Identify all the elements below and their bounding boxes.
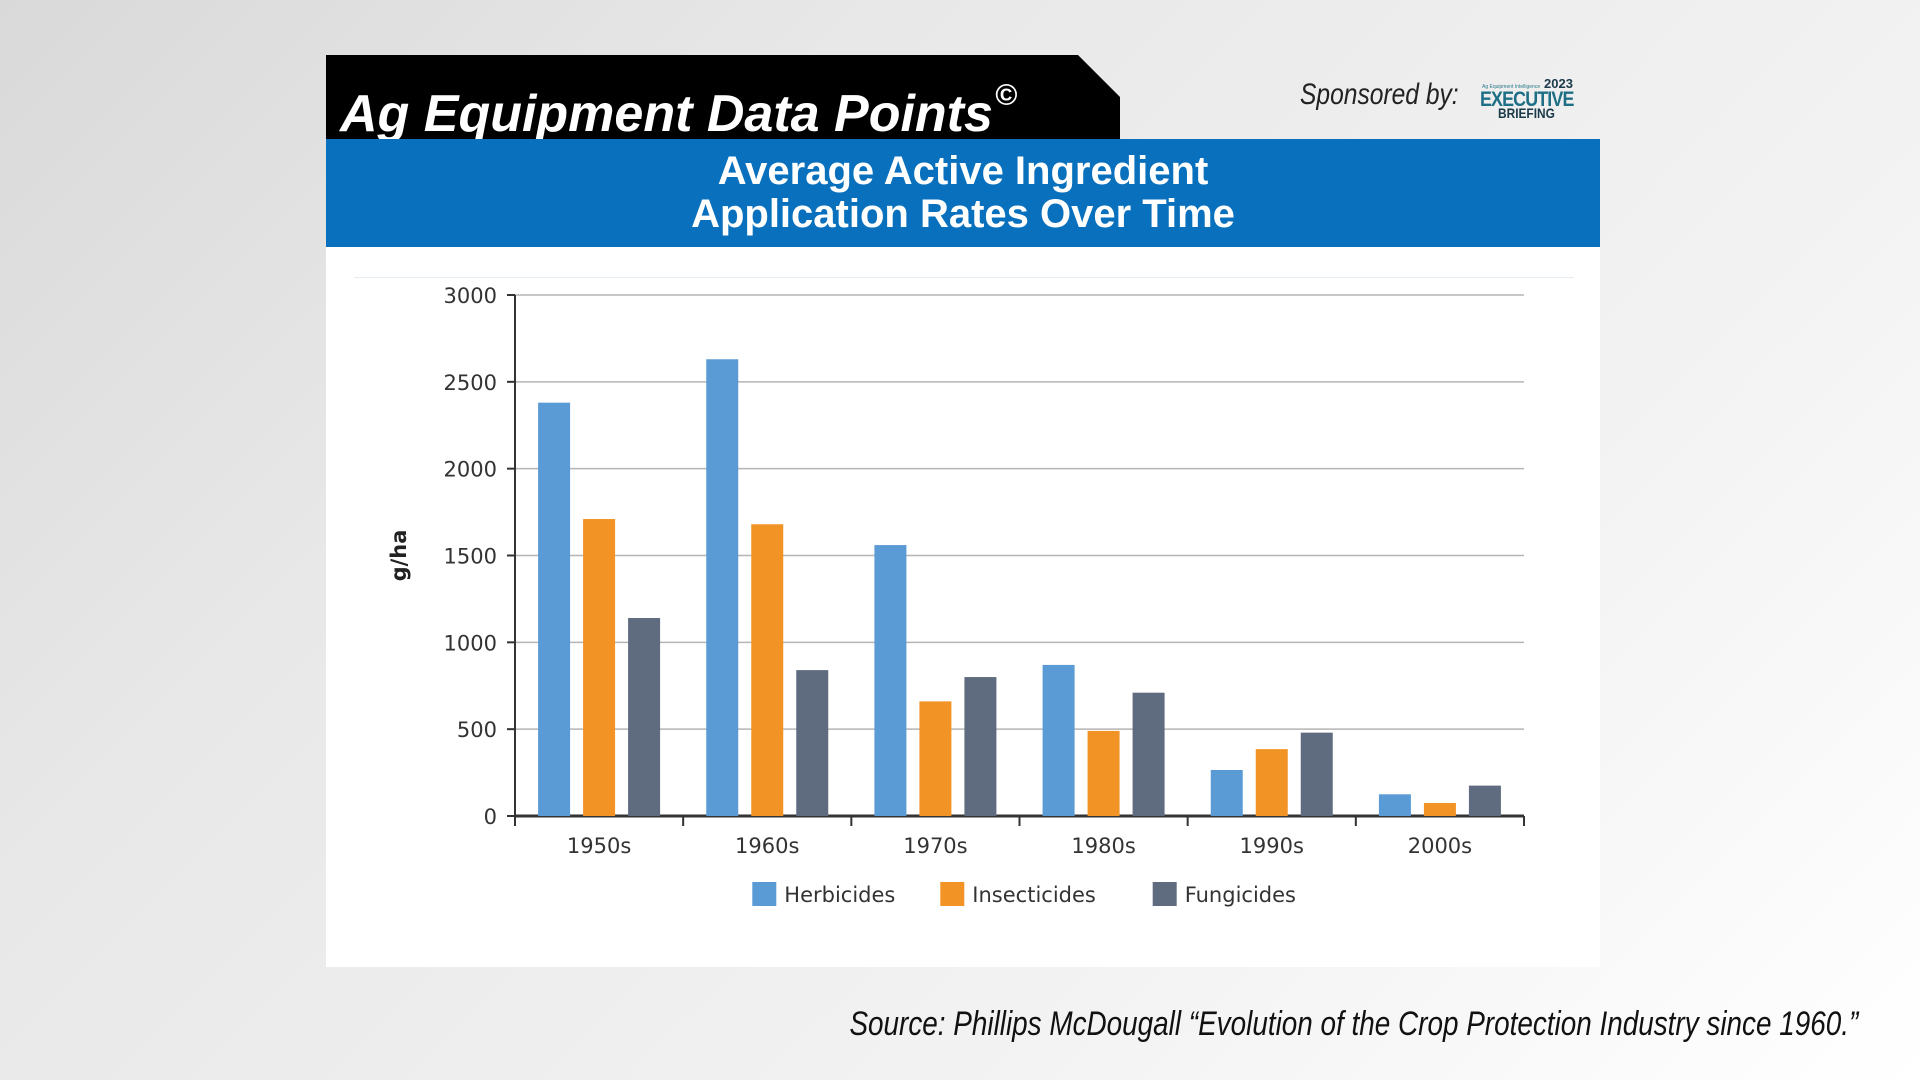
- chart-panel: Average Active Ingredient Application Ra…: [326, 139, 1600, 967]
- bar-herbicides-1990s: [1210, 769, 1243, 816]
- bar-insecticides-1980s: [1087, 730, 1120, 816]
- logo-year: 2023: [1544, 76, 1573, 91]
- logo-sub-text: BRIEFING: [1498, 105, 1555, 121]
- legend-swatch-insecticides: [940, 882, 965, 906]
- x-tick-label: 1960s: [735, 834, 799, 858]
- bar-herbicides-1960s: [706, 359, 739, 816]
- logo-small-text: Ag Equipment Intelligence: [1482, 84, 1541, 90]
- source-citation: Source: Phillips McDougall “Evolution of…: [849, 1005, 1858, 1043]
- bar-fungicides-1950s: [628, 618, 661, 816]
- bar-fungicides-1990s: [1300, 732, 1333, 816]
- x-tick-label: 1990s: [1240, 834, 1304, 858]
- y-tick-label: 1000: [444, 631, 497, 655]
- y-tick-label: 3000: [444, 284, 497, 308]
- bar-fungicides-1980s: [1132, 692, 1165, 816]
- bar-herbicides-1970s: [874, 545, 907, 816]
- header-banner: [326, 55, 1120, 139]
- bar-herbicides-1980s: [1042, 664, 1075, 816]
- chart-title-line-2: Application Rates Over Time: [691, 192, 1235, 236]
- x-tick-label: 1950s: [567, 834, 631, 858]
- y-tick-label: 2500: [444, 371, 497, 395]
- bar-insecticides-1960s: [751, 524, 784, 816]
- legend-label-herbicides: Herbicides: [784, 883, 895, 907]
- x-tick-label: 2000s: [1408, 834, 1472, 858]
- divider: [354, 277, 1574, 278]
- header-title-text: Ag Equipment Data Points: [340, 85, 993, 143]
- legend-label-fungicides: Fungicides: [1185, 883, 1296, 907]
- copyright-mark: ©: [994, 79, 1018, 112]
- bar-fungicides-2000s: [1468, 785, 1501, 816]
- chart-title-line-1: Average Active Ingredient: [717, 149, 1209, 193]
- bar-chart: 0 500 1000 1500 2000 2500 3000 g/ha 1950s 1960s 19…: [387, 284, 1525, 907]
- x-tick-label: 1980s: [1071, 834, 1135, 858]
- bar-insecticides-1990s: [1255, 749, 1288, 816]
- y-tick-label: 500: [457, 718, 497, 742]
- y-axis-label: g/ha: [387, 530, 411, 582]
- legend-label-insecticides: Insecticides: [972, 883, 1096, 907]
- bar-herbicides-2000s: [1378, 794, 1411, 816]
- header-title: Ag Equipment Data Points©: [340, 60, 1018, 143]
- y-tick-label: 1500: [444, 545, 497, 569]
- x-tick-label: 1970s: [903, 834, 967, 858]
- bar-fungicides-1970s: [964, 677, 997, 816]
- bar-insecticides-1970s: [919, 701, 952, 816]
- legend-swatch-fungicides: [1152, 882, 1177, 906]
- bar-insecticides-1950s: [583, 519, 616, 816]
- y-tick-label: 2000: [444, 458, 497, 482]
- bar-insecticides-2000s: [1423, 802, 1456, 816]
- logo-main-text: EXECUTIVE: [1480, 88, 1574, 111]
- bar-herbicides-1950s: [538, 402, 571, 816]
- executive-briefing-logo: Ag Equipment Intelligence 2023 EXECUTIVE…: [1480, 74, 1580, 121]
- y-tick-label: 0: [484, 805, 497, 829]
- chart-title-bar: Average Active Ingredient Application Ra…: [326, 139, 1600, 247]
- legend-swatch-herbicides: [752, 882, 777, 906]
- bar-fungicides-1960s: [796, 670, 829, 816]
- sponsor-label: Sponsored by:: [1300, 78, 1459, 111]
